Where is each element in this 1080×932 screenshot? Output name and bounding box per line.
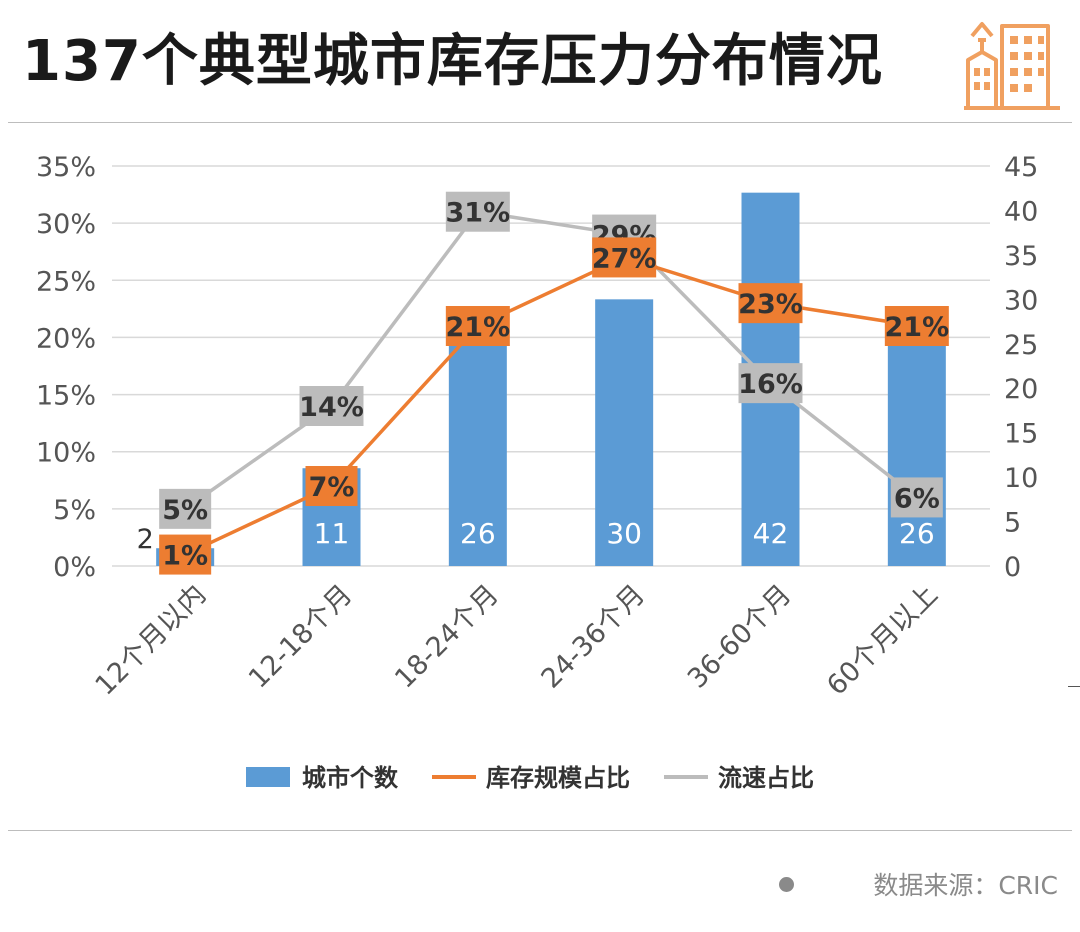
stock-label-box <box>305 466 358 506</box>
left-axis-tick-label: 20% <box>36 323 96 354</box>
bar <box>595 299 654 566</box>
right-axis-tick-label: 0 <box>1004 552 1021 583</box>
right-axis-tick-label: 45 <box>1004 152 1038 183</box>
stock-label-box <box>738 283 803 324</box>
top-divider <box>8 122 1072 123</box>
left-axis-tick-label: 5% <box>53 495 96 526</box>
legend-label: 库存规模占比 <box>486 764 630 792</box>
speed-data-label: 31% <box>446 198 511 229</box>
bar-value-label: 2 <box>137 524 154 555</box>
speed-label-box <box>445 191 510 232</box>
legend-label: 城市个数 <box>302 764 399 792</box>
right-axis-tick-label: 40 <box>1004 196 1038 227</box>
x-axis-category-label: 36-60个月 <box>682 579 798 695</box>
left-axis-tick-label: 30% <box>36 209 96 240</box>
left-axis-tick-label: 25% <box>36 266 96 297</box>
bar-value-label: 42 <box>753 517 789 550</box>
speed-data-label: 5% <box>162 495 208 526</box>
right-axis-tick-label: 35 <box>1004 241 1038 272</box>
stock-data-label: 1% <box>162 541 208 572</box>
left-axis-tick-label: 35% <box>36 152 96 183</box>
speed-label-box <box>738 363 803 404</box>
x-axis-category-label: 18-24个月 <box>389 579 505 695</box>
source-bullet-icon <box>779 877 794 892</box>
stock-label-box <box>159 534 212 575</box>
stock-data-label: 27% <box>592 243 657 274</box>
speed-series-line <box>184 209 918 511</box>
stock-series-line <box>184 255 918 557</box>
right-axis-tick-label: 5 <box>1004 508 1021 539</box>
inventory-pressure-chart: 0%5%10%15%20%25%30%35%051015202530354045… <box>36 152 1038 792</box>
bar-value-label: 30 <box>606 517 642 550</box>
right-axis-tick-label: 15 <box>1004 419 1038 450</box>
bar <box>448 334 507 566</box>
legend-label: 流速占比 <box>718 764 814 792</box>
speed-label-box <box>159 488 212 529</box>
right-axis-tick-label: 20 <box>1004 374 1038 405</box>
bottom-divider <box>8 830 1072 831</box>
stock-data-label: 23% <box>738 289 803 320</box>
stock-data-label: 21% <box>446 312 511 343</box>
speed-label-box <box>299 386 364 426</box>
x-axis-category-label: 24-36个月 <box>536 579 652 695</box>
edge-mark <box>1068 686 1080 687</box>
stock-label-box <box>445 306 510 346</box>
x-axis-category-label: 12个月以内 <box>90 579 213 702</box>
speed-label-box <box>890 477 943 518</box>
bar-value-label: 26 <box>460 517 496 550</box>
bar <box>887 334 946 566</box>
legend-swatch-bar <box>246 767 290 787</box>
x-axis-category-label: 60个月以上 <box>821 579 944 702</box>
right-axis-tick-label: 10 <box>1004 463 1038 494</box>
stock-label-box <box>592 237 657 278</box>
x-axis-category-label: 12-18个月 <box>243 579 359 695</box>
right-axis-tick-label: 30 <box>1004 285 1038 316</box>
stock-data-label: 7% <box>309 472 355 503</box>
speed-data-label: 14% <box>299 392 364 423</box>
stock-label-box <box>884 306 949 346</box>
left-axis-tick-label: 0% <box>53 552 96 583</box>
speed-data-label: 16% <box>738 369 803 400</box>
stock-data-label: 21% <box>885 312 950 343</box>
building-logo-icon <box>964 22 1060 110</box>
left-axis-tick-label: 15% <box>36 381 96 412</box>
left-axis-tick-label: 10% <box>36 438 96 469</box>
page-title: 137个典型城市库存压力分布情况 <box>22 29 883 94</box>
bar-value-label: 11 <box>314 517 350 550</box>
right-axis-tick-label: 25 <box>1004 330 1038 361</box>
bar-value-label: 26 <box>899 517 935 550</box>
source-note: 数据来源：CRIC <box>873 871 1058 900</box>
speed-data-label: 6% <box>894 483 940 514</box>
